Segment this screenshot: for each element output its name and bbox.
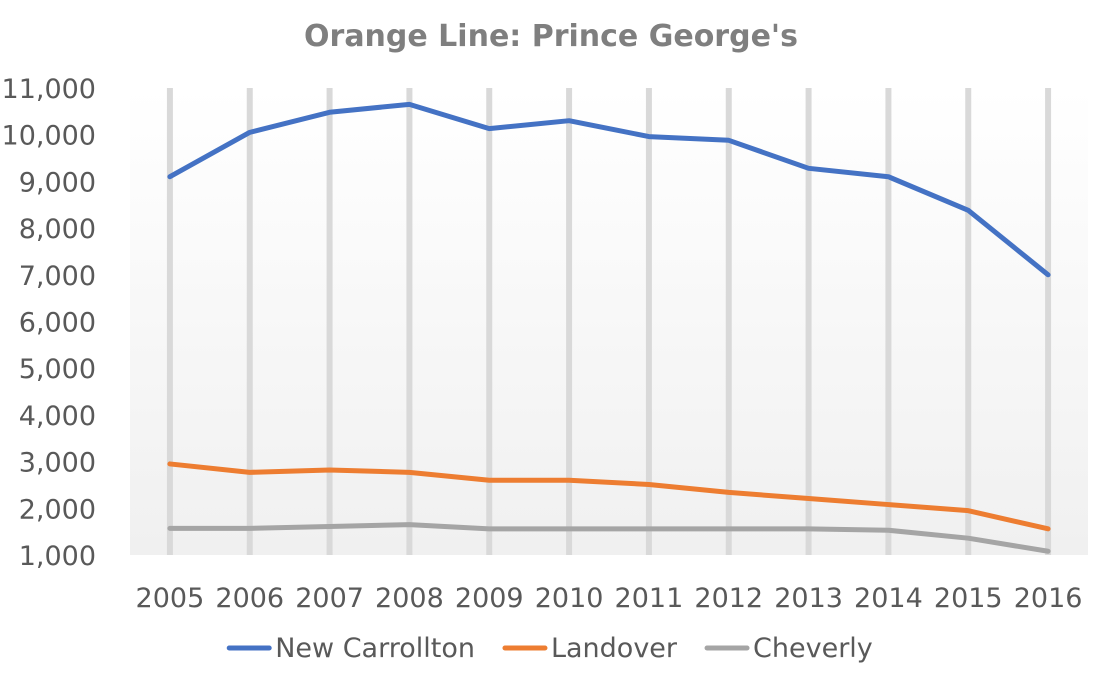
- x-tick-label: 2007: [295, 583, 364, 614]
- legend-item: New Carrollton: [226, 633, 475, 664]
- x-tick-label: 2005: [136, 583, 205, 614]
- y-axis: 1,000 2,000 3,000 4,000 5,000 6,000 7,000 8,000…: [2, 74, 96, 572]
- y-tick-label: 8,000: [19, 214, 96, 245]
- series-layer: [167, 101, 1051, 554]
- legend: New Carrollton Landover Cheverly: [226, 633, 873, 664]
- grid: [166, 88, 1052, 555]
- x-tick-label: 2013: [774, 583, 843, 614]
- x-tick-label: 2008: [375, 583, 444, 614]
- legend-label: New Carrollton: [275, 633, 475, 664]
- legend-label: Cheverly: [753, 633, 873, 664]
- y-tick-label: 9,000: [19, 167, 96, 198]
- y-tick-label: 11,000: [2, 74, 96, 105]
- y-tick-label: 5,000: [19, 354, 96, 385]
- x-tick-label: 2014: [854, 583, 923, 614]
- x-tick-label: 2009: [455, 583, 524, 614]
- y-tick-label: 2,000: [19, 494, 96, 525]
- x-tick-label: 2015: [934, 583, 1003, 614]
- y-tick-label: 10,000: [2, 121, 96, 152]
- legend-item: Landover: [502, 633, 678, 664]
- x-tick-label: 2006: [215, 583, 284, 614]
- series-line-cheverly: [167, 522, 1051, 554]
- x-tick-label: 2011: [615, 583, 684, 614]
- y-tick-label: 6,000: [19, 308, 96, 339]
- chart-title: Orange Line: Prince George's: [304, 19, 798, 54]
- y-tick-label: 7,000: [19, 261, 96, 292]
- x-tick-label: 2012: [694, 583, 763, 614]
- x-axis: 2005 2006 2007 2008 2009 2010 2011 2012 2013 2014…: [136, 583, 1083, 614]
- legend-label: Landover: [551, 633, 678, 664]
- y-tick-label: 1,000: [19, 541, 96, 572]
- series-line-landover: [167, 461, 1051, 532]
- legend-item: Cheverly: [704, 633, 873, 664]
- series-line-new-carrollton: [167, 101, 1051, 278]
- y-tick-label: 3,000: [19, 448, 96, 479]
- y-tick-label: 4,000: [19, 401, 96, 432]
- x-tick-label: 2010: [535, 583, 604, 614]
- x-tick-label: 2016: [1014, 583, 1083, 614]
- plot-area: [130, 88, 1088, 555]
